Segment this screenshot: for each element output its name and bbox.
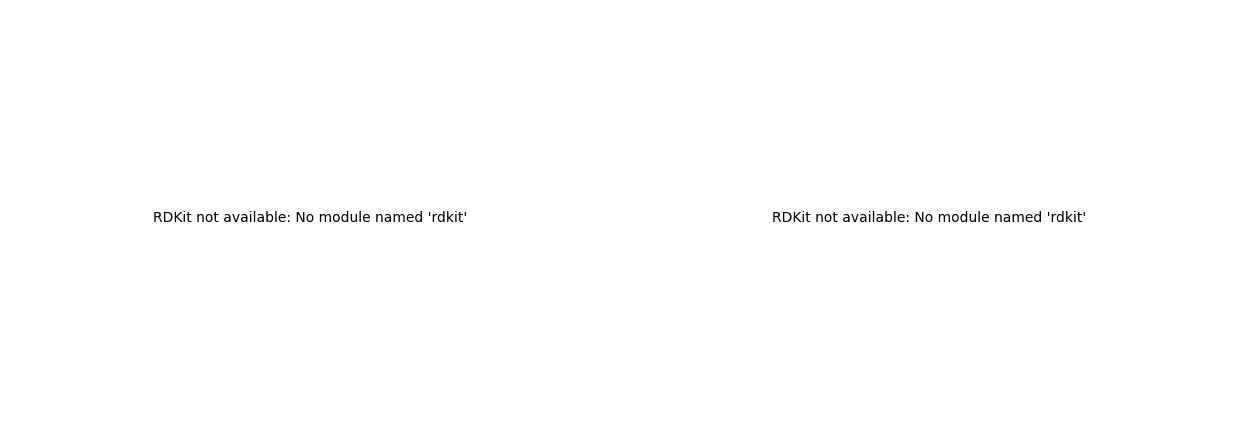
Text: RDKit not available: No module named 'rdkit': RDKit not available: No module named 'rd… [772,212,1087,225]
Text: RDKit not available: No module named 'rdkit': RDKit not available: No module named 'rd… [152,212,467,225]
